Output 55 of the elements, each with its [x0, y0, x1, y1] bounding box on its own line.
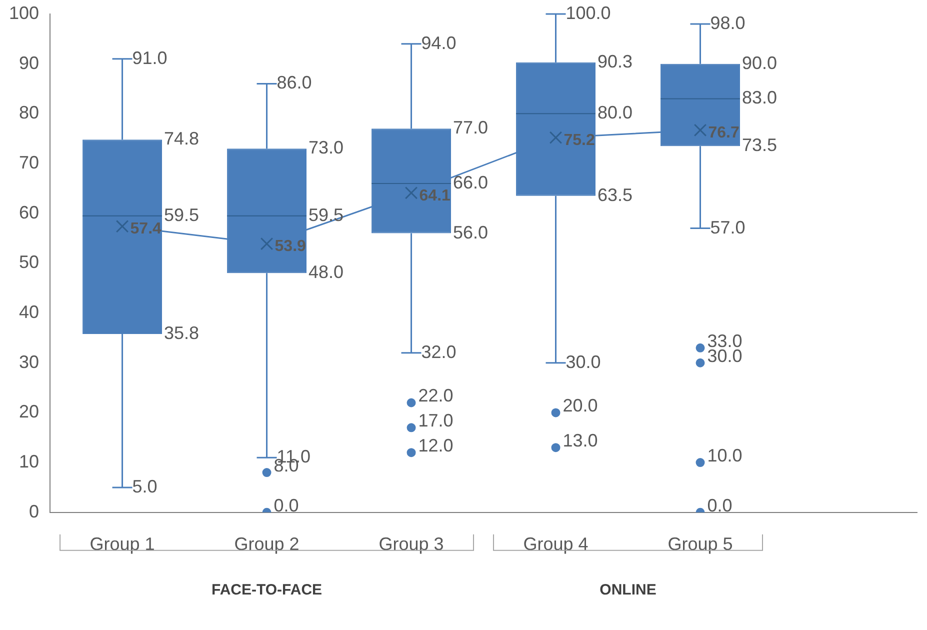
text: 53.9 — [274, 238, 306, 256]
text: 20.0 — [562, 396, 598, 416]
text: 30.0 — [566, 352, 601, 372]
text: 66.0 — [453, 172, 488, 192]
y-tick-label: 50 — [19, 252, 40, 272]
y-tick-label: 90 — [19, 52, 40, 73]
text: 0.0 — [274, 495, 299, 516]
text: 5.0 — [132, 476, 158, 496]
text: 32.0 — [421, 342, 456, 362]
y-tick-label: 100 — [8, 2, 40, 23]
text: 0.0 — [707, 495, 732, 516]
text: 83.0 — [742, 88, 778, 108]
text: 73.5 — [742, 135, 778, 156]
x-tick-label: Group 1 — [90, 534, 155, 554]
text: 22.0 — [418, 386, 454, 406]
y-tick-label: 0 — [29, 501, 40, 522]
x-tick-label: Group 5 — [668, 534, 733, 554]
text: 57.4 — [130, 220, 162, 238]
text: 59.5 — [164, 204, 200, 225]
text: ONLINE — [600, 582, 656, 599]
text: 80.0 — [598, 102, 633, 123]
text: 90.3 — [598, 51, 633, 72]
text: 77.0 — [453, 118, 488, 138]
text: 86.0 — [276, 72, 312, 93]
text: 59.5 — [308, 204, 344, 225]
text: 17.0 — [418, 410, 454, 431]
text: FACE-TO-FACE — [211, 582, 322, 599]
text: 73.0 — [308, 138, 344, 158]
text: 90.0 — [742, 52, 778, 73]
text: 98.0 — [710, 12, 746, 33]
y-tick-label: 30 — [19, 352, 40, 372]
x-tick-label: Group 2 — [234, 534, 300, 554]
text: 63.5 — [598, 184, 633, 205]
text: 100.0 — [566, 2, 611, 23]
text: 12.0 — [418, 436, 454, 456]
text: 35.8 — [164, 322, 200, 343]
y-tick-label: 10 — [19, 452, 40, 472]
y-tick-label: 80 — [19, 102, 40, 123]
text: 56.0 — [453, 222, 488, 242]
text: 13.0 — [562, 430, 598, 451]
y-tick-label: 60 — [19, 202, 40, 222]
text: 57.0 — [710, 217, 746, 238]
y-tick-label: 70 — [19, 152, 40, 172]
text: 48.0 — [308, 262, 344, 282]
text: 64.1 — [419, 187, 450, 204]
y-tick-label: 20 — [19, 402, 40, 422]
text: 10.0 — [707, 446, 742, 466]
x-tick-label: Group 3 — [378, 534, 444, 554]
text: 76.7 — [708, 124, 740, 142]
text: 75.2 — [564, 132, 595, 150]
y-tick-label: 40 — [19, 302, 40, 322]
text: 74.8 — [164, 128, 200, 149]
text: 91.0 — [132, 48, 168, 68]
text: 94.0 — [421, 32, 456, 53]
x-tick-label: Group 4 — [523, 534, 588, 554]
